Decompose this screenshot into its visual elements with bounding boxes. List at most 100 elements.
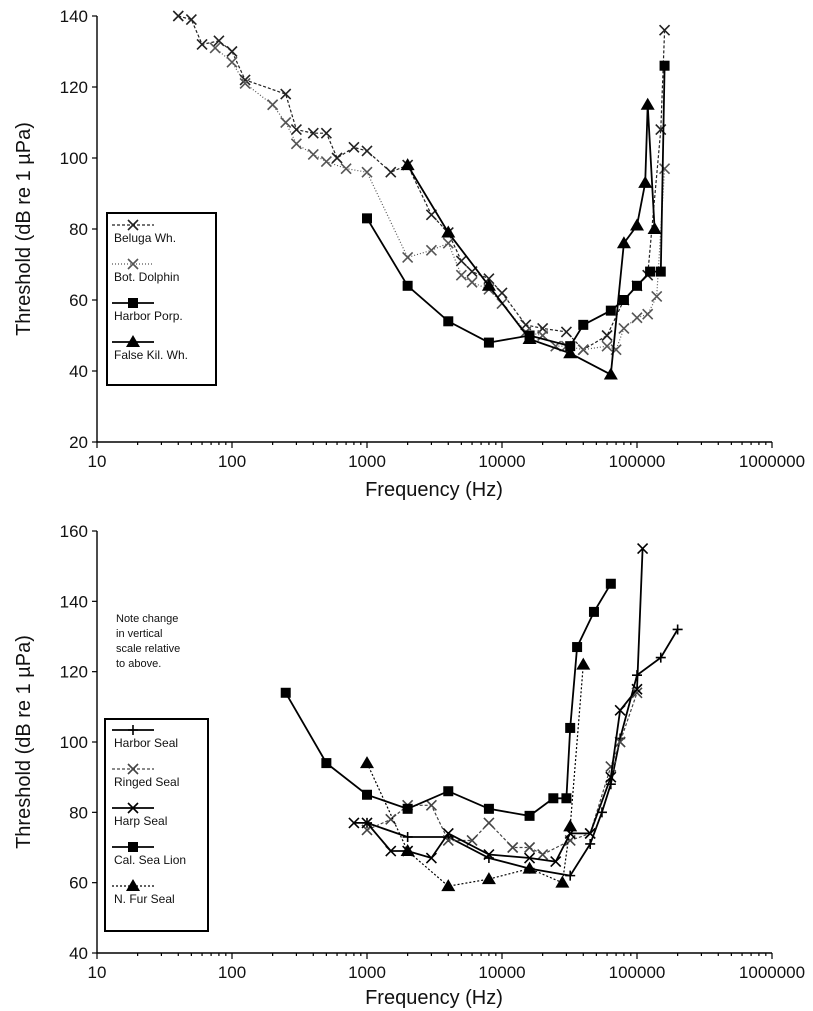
data-point-bot-dolphin — [425, 244, 437, 256]
bottom-chart-y-axis-title: Threshold (dB re 1 µPa) — [13, 635, 35, 849]
data-point-cal-sea-lion — [402, 803, 413, 814]
data-point-beluga-wh — [361, 145, 373, 157]
data-point-bot-dolphin — [361, 166, 373, 178]
data-point-bot-dolphin — [651, 290, 663, 303]
note-line: scale relative — [116, 643, 180, 655]
legend-marker — [127, 219, 139, 231]
data-point-false-kil-wh — [640, 97, 655, 110]
data-point-n-fur-seal — [555, 875, 570, 888]
series-n-fur-seal — [360, 657, 591, 892]
y-tick-label: 40 — [69, 944, 88, 963]
data-point-bot-dolphin — [642, 308, 654, 320]
data-point-beluga-wh — [172, 10, 184, 22]
data-point-false-kil-wh — [616, 236, 631, 249]
x-tick-label: 10000 — [478, 452, 525, 471]
data-point-false-kil-wh — [647, 222, 662, 234]
bottom-chart-series — [280, 543, 683, 892]
legend-label: False Kil. Wh. — [114, 348, 188, 362]
y-tick-label: 20 — [69, 433, 88, 452]
data-point-harp-seal — [442, 827, 454, 839]
data-point-harp-seal — [425, 852, 437, 864]
data-point-harp-seal — [605, 771, 617, 783]
legend-entry-n-fur-seal: N. Fur Seal — [112, 879, 175, 906]
data-point-n-fur-seal — [563, 819, 578, 832]
top-chart-legend: Beluga Wh. Bot. Dolphin Harbor Porp. False … — [106, 212, 217, 386]
data-point-beluga-wh — [196, 38, 208, 50]
series-line-harp-seal — [353, 548, 644, 863]
top-chart-legend-box — [106, 212, 217, 386]
data-point-harbor-porp — [565, 341, 576, 352]
data-point-cal-sea-lion — [483, 803, 494, 814]
data-point-beluga-wh — [320, 127, 332, 139]
data-point-cal-sea-lion — [605, 578, 616, 589]
data-point-harp-seal — [523, 852, 536, 864]
data-point-harbor-seal — [672, 624, 683, 635]
data-point-beluga-wh — [658, 24, 671, 36]
y-tick-label: 160 — [60, 522, 88, 541]
data-point-beluga-wh — [307, 127, 319, 139]
data-point-beluga-wh — [601, 329, 613, 342]
data-point-harbor-porp — [362, 213, 372, 224]
data-point-ringed-seal — [631, 687, 643, 699]
data-point-false-kil-wh — [630, 218, 644, 231]
data-point-beluga-wh — [239, 74, 251, 86]
data-point-cal-sea-lion — [362, 789, 372, 800]
data-point-n-fur-seal — [400, 844, 415, 857]
series-beluga-wh — [172, 10, 671, 356]
series-harbor-porp — [362, 60, 670, 352]
y-tick-label: 80 — [69, 220, 88, 239]
data-point-ringed-seal — [605, 761, 617, 773]
legend-marker — [126, 879, 140, 891]
data-point-harbor-seal — [655, 652, 666, 663]
data-point-n-fur-seal — [576, 657, 591, 670]
data-point-bot-dolphin — [226, 56, 238, 68]
data-point-ringed-seal — [425, 799, 437, 811]
data-point-harp-seal — [385, 845, 397, 857]
x-tick-label: 100000 — [609, 452, 666, 471]
bottom-chart-legend-box — [104, 718, 209, 932]
data-point-cal-sea-lion — [561, 793, 572, 804]
series-line-cal-sea-lion — [284, 583, 612, 817]
data-point-beluga-wh — [280, 88, 292, 100]
bottom-chart-legend: Harbor Seal Ringed Seal Harp Seal Cal. Sea … — [104, 718, 209, 932]
data-point-false-kil-wh — [638, 175, 653, 188]
data-point-cal-sea-lion — [588, 606, 599, 617]
legend-label: N. Fur Seal — [114, 892, 175, 906]
data-point-cal-sea-lion — [443, 786, 454, 797]
data-point-harp-seal — [614, 704, 626, 716]
legend-entry-cal-sea-lion: Cal. Sea Lion — [112, 842, 186, 867]
y-tick-label: 100 — [60, 149, 88, 168]
data-point-harp-seal — [483, 848, 495, 861]
scale-change-note: Note change in vertical scale relative to a… — [116, 613, 180, 670]
data-point-harp-seal — [637, 543, 649, 555]
legend-marker — [127, 258, 139, 270]
legend-label: Harbor Porp. — [114, 309, 183, 323]
series-false-kil-wh — [400, 97, 662, 380]
data-point-cal-sea-lion — [565, 722, 576, 733]
data-point-false-kil-wh — [481, 278, 496, 291]
y-tick-label: 140 — [60, 7, 88, 26]
series-line-n-fur-seal — [366, 664, 584, 887]
data-point-false-kil-wh — [400, 158, 415, 171]
data-point-n-fur-seal — [481, 872, 496, 885]
data-point-harbor-seal — [402, 831, 413, 842]
data-point-beluga-wh — [385, 166, 397, 178]
bottom-chart-x-axis-title: Frequency (Hz) — [365, 987, 503, 1009]
x-tick-label: 100 — [218, 452, 246, 471]
legend-entry-harbor-porp: Harbor Porp. — [112, 298, 183, 323]
data-point-harp-seal — [631, 683, 643, 695]
hearing-threshold-chart-pinnipeds: 10 100 1000 10000 100000 1000000 40 60 80 100 120 1… — [13, 522, 805, 1009]
data-point-harbor-seal — [585, 838, 596, 849]
data-point-beluga-wh — [213, 35, 225, 47]
data-point-harbor-porp — [632, 280, 642, 291]
series-harp-seal — [348, 543, 649, 868]
bottom-chart-ticks: 10 100 1000 10000 100000 1000000 40 60 80 100 120 1… — [60, 522, 805, 982]
legend-entry-beluga-wh: Beluga Wh. — [112, 219, 176, 245]
top-chart-y-axis-title: Threshold (dB re 1 µPa) — [13, 122, 35, 336]
data-point-bot-dolphin — [267, 99, 279, 111]
data-point-bot-dolphin — [290, 138, 302, 150]
data-point-harbor-porp — [618, 295, 629, 305]
data-point-harp-seal — [584, 827, 596, 839]
data-point-harbor-porp — [402, 280, 413, 291]
